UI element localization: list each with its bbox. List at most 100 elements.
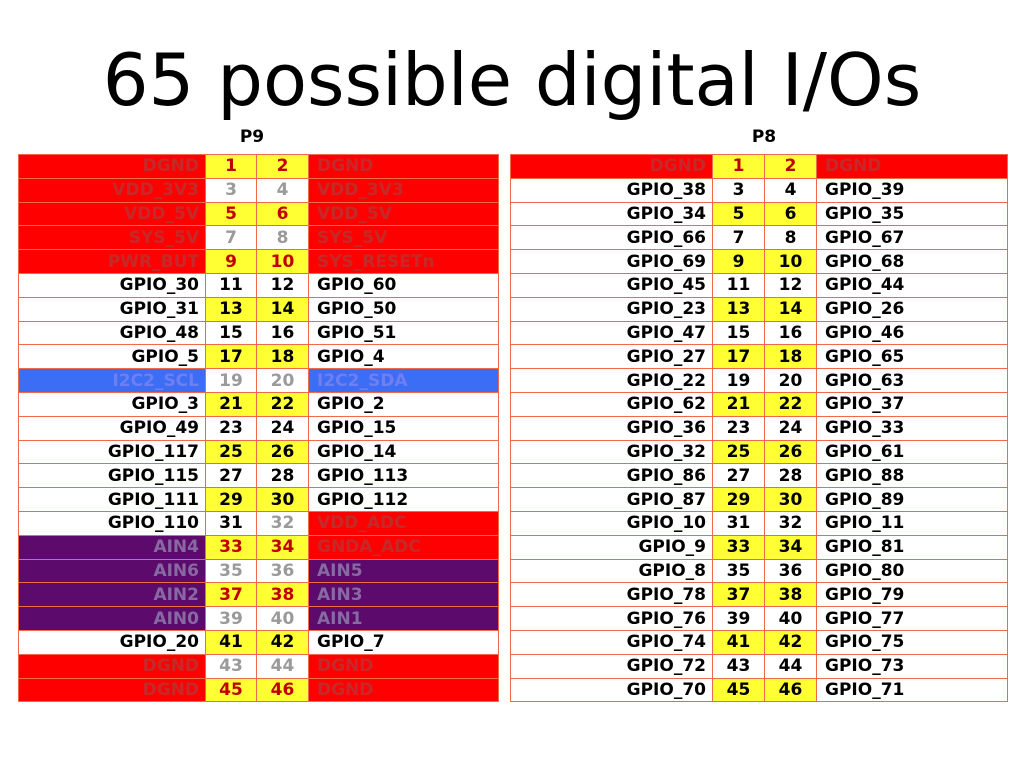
p9-even-pin-number: 2: [256, 154, 309, 179]
p9-even-pin-number: 28: [256, 463, 309, 489]
p8-odd-pin-number: 17: [712, 344, 765, 370]
p8-left-signal: GPIO_66: [510, 225, 713, 251]
p8-left-signal: GPIO_62: [510, 391, 713, 417]
p8-odd-pin-number: 15: [712, 320, 765, 346]
p9-left-signal: GPIO_115: [18, 463, 206, 489]
p9-pin-row: SYS_5V 7 8 SYS_5V: [18, 225, 499, 251]
p9-left-signal: AIN0: [18, 606, 206, 631]
p8-odd-pin-number: 43: [712, 653, 765, 679]
p9-odd-pin-number: 11: [205, 272, 257, 298]
p9-right-signal: GPIO_7: [308, 629, 499, 655]
p8-left-signal: DGND: [510, 154, 713, 179]
p8-even-pin-number: 24: [764, 415, 817, 441]
p9-even-pin-number: 36: [256, 558, 309, 584]
p9-pin-row: GPIO_20 41 42 GPIO_7: [18, 629, 499, 655]
p9-even-pin-number: 26: [256, 439, 309, 465]
p9-right-signal: AIN3: [308, 582, 499, 608]
p8-right-signal: GPIO_44: [816, 272, 1008, 298]
p9-even-pin-number: 40: [256, 606, 309, 631]
p9-left-signal: GPIO_117: [18, 439, 206, 465]
p8-left-signal: GPIO_86: [510, 463, 713, 489]
p9-right-signal: GPIO_60: [308, 272, 499, 298]
p9-even-pin-number: 8: [256, 225, 309, 251]
p9-odd-pin-number: 13: [205, 296, 257, 322]
p9-pin-row: GPIO_5 17 18 GPIO_4: [18, 344, 499, 370]
p9-odd-pin-number: 35: [205, 558, 257, 584]
p9-even-pin-number: 32: [256, 510, 309, 536]
p9-even-pin-number: 16: [256, 320, 309, 346]
p8-left-signal: GPIO_45: [510, 272, 713, 298]
p9-even-pin-number: 12: [256, 272, 309, 298]
p8-odd-pin-number: 41: [712, 629, 765, 655]
p8-odd-pin-number: 11: [712, 272, 765, 298]
p8-right-signal: GPIO_73: [816, 653, 1008, 679]
p8-right-signal: GPIO_79: [816, 582, 1008, 608]
p9-pin-row: GPIO_31 13 14 GPIO_50: [18, 296, 499, 322]
p8-even-pin-number: 38: [764, 582, 817, 608]
p9-pin-row: VDD_5V 5 6 VDD_5V: [18, 201, 499, 227]
p9-even-pin-number: 24: [256, 415, 309, 441]
p8-pin-row: GPIO_74 41 42 GPIO_75: [510, 629, 1008, 655]
p8-odd-pin-number: 23: [712, 415, 765, 441]
p8-even-pin-number: 32: [764, 510, 817, 536]
p9-even-pin-number: 10: [256, 249, 309, 274]
p8-right-signal: GPIO_63: [816, 368, 1008, 393]
p9-pin-row: DGND 43 44 DGND: [18, 653, 499, 679]
p8-even-pin-number: 20: [764, 368, 817, 393]
p8-left-signal: GPIO_70: [510, 677, 713, 703]
p9-odd-pin-number: 33: [205, 534, 257, 560]
p8-even-pin-number: 36: [764, 558, 817, 584]
p8-right-signal: GPIO_80: [816, 558, 1008, 584]
p8-pin-row: GPIO_76 39 40 GPIO_77: [510, 606, 1008, 631]
p9-left-signal: GPIO_111: [18, 487, 206, 512]
p9-pin-row: I2C2_SCL 19 20 I2C2_SDA: [18, 368, 499, 393]
p9-right-signal: GPIO_51: [308, 320, 499, 346]
p8-left-signal: GPIO_76: [510, 606, 713, 631]
p9-right-signal: GNDA_ADC: [308, 534, 499, 560]
p8-odd-pin-number: 13: [712, 296, 765, 322]
p8-pin-row: GPIO_62 21 22 GPIO_37: [510, 391, 1008, 417]
p8-even-pin-number: 26: [764, 439, 817, 465]
p9-odd-pin-number: 39: [205, 606, 257, 631]
p8-right-signal: GPIO_89: [816, 487, 1008, 512]
p8-pin-row: GPIO_70 45 46 GPIO_71: [510, 677, 1008, 703]
p8-left-signal: GPIO_72: [510, 653, 713, 679]
p9-odd-pin-number: 43: [205, 653, 257, 679]
p9-odd-pin-number: 15: [205, 320, 257, 346]
p8-header-label: P8: [751, 127, 777, 147]
p8-pinout-table: DGND 1 2 DGND GPIO_38 3 4 GPIO_39 GPIO_34 5 6 GPIO_…: [510, 154, 1008, 703]
p9-pin-row: GPIO_117 25 26 GPIO_14: [18, 439, 499, 465]
p9-odd-pin-number: 1: [205, 154, 257, 179]
p9-pin-row: AIN6 35 36 AIN5: [18, 558, 499, 584]
p9-odd-pin-number: 29: [205, 487, 257, 512]
p9-even-pin-number: 18: [256, 344, 309, 370]
p9-right-signal: DGND: [308, 677, 499, 703]
p9-even-pin-number: 34: [256, 534, 309, 560]
p9-right-signal: VDD_5V: [308, 201, 499, 227]
p9-even-pin-number: 4: [256, 177, 309, 203]
p9-left-signal: VDD_5V: [18, 201, 206, 227]
p8-odd-pin-number: 37: [712, 582, 765, 608]
p8-pin-row: DGND 1 2 DGND: [510, 154, 1008, 179]
p9-pin-row: PWR_BUT 9 10 SYS_RESETn: [18, 249, 499, 274]
p8-left-signal: GPIO_32: [510, 439, 713, 465]
p9-left-signal: PWR_BUT: [18, 249, 206, 274]
p8-pin-row: GPIO_38 3 4 GPIO_39: [510, 177, 1008, 203]
p9-odd-pin-number: 19: [205, 368, 257, 393]
p8-pin-row: GPIO_86 27 28 GPIO_88: [510, 463, 1008, 489]
p9-left-signal: GPIO_30: [18, 272, 206, 298]
p9-left-signal: SYS_5V: [18, 225, 206, 251]
p9-even-pin-number: 14: [256, 296, 309, 322]
p8-right-signal: GPIO_46: [816, 320, 1008, 346]
p8-even-pin-number: 22: [764, 391, 817, 417]
p8-even-pin-number: 30: [764, 487, 817, 512]
p9-left-signal: GPIO_48: [18, 320, 206, 346]
p9-odd-pin-number: 23: [205, 415, 257, 441]
p9-pin-row: AIN4 33 34 GNDA_ADC: [18, 534, 499, 560]
p9-even-pin-number: 46: [256, 677, 309, 703]
p8-pin-row: GPIO_45 11 12 GPIO_44: [510, 272, 1008, 298]
p9-odd-pin-number: 5: [205, 201, 257, 227]
p9-odd-pin-number: 9: [205, 249, 257, 274]
p8-pin-row: GPIO_36 23 24 GPIO_33: [510, 415, 1008, 441]
p8-even-pin-number: 18: [764, 344, 817, 370]
